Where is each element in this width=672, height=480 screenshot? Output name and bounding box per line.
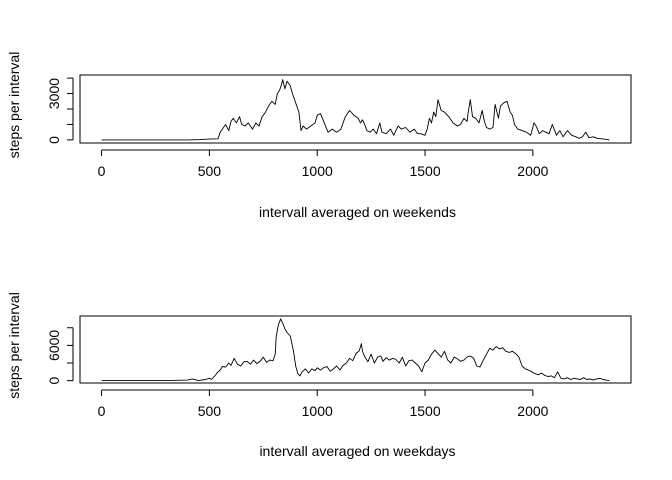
weekend-plot-frame	[79, 74, 632, 144]
weekday-x-tick-label: 2000	[517, 403, 548, 419]
weekend-y-axis-label: steps per interval	[6, 52, 22, 159]
weekend-x-tick-label: 500	[198, 163, 222, 179]
weekday-plot-frame	[79, 315, 632, 384]
weekend-x-tick-label: 1000	[302, 163, 333, 179]
weekend-x-axis-label: intervall averaged on weekends	[259, 204, 456, 220]
weekday-x-tick-label: 500	[198, 403, 222, 419]
weekday-panel: 0 500 1000 1500 2000 intervall averaged on we…	[6, 292, 632, 459]
weekday-y-tick-label: 0	[46, 377, 62, 385]
weekend-x-tick-label: 1500	[409, 163, 440, 179]
weekday-y-axis-label: steps per interval	[6, 292, 22, 399]
weekend-x-tick-label: 2000	[517, 163, 548, 179]
weekday-x-tick-label: 1500	[409, 403, 440, 419]
weekday-x-tick-label: 1000	[302, 403, 333, 419]
weekend-series-line	[101, 79, 610, 141]
weekday-x-tick-label: 0	[98, 403, 106, 419]
weekend-y-tick-label: 0	[46, 136, 62, 144]
weekday-x-axis-label: intervall averaged on weekdays	[259, 443, 455, 459]
weekday-y-tick-label: 6000	[46, 330, 62, 361]
weekend-x-tick-label: 0	[98, 163, 106, 179]
weekend-panel: 0 500 1000 1500 2000 intervall averaged on we…	[6, 52, 632, 220]
weekday-series-line	[101, 318, 610, 382]
weekend-y-tick-label: 3000	[46, 78, 62, 109]
